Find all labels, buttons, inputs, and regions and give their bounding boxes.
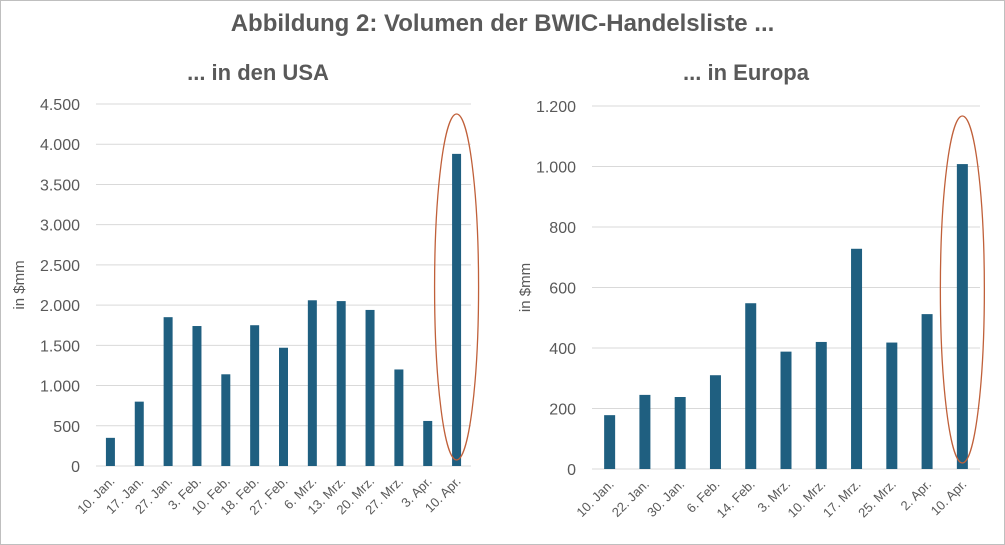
- usa-bar: [105, 437, 115, 466]
- chart-europe: ... in Europa in $mm 0 200 400 600 800 1.000 1.2…: [517, 60, 986, 521]
- europe-y-axis-label: in $mm: [517, 263, 534, 312]
- usa-bar: [394, 369, 404, 466]
- europe-x-tick-label: 17. Mrz.: [820, 477, 864, 521]
- europe-bar: [956, 164, 968, 469]
- europe-y-tick-label: 1.200: [536, 99, 576, 116]
- europe-x-tick-label: 10. Mrz.: [785, 477, 829, 521]
- europe-x-tick-label: 10. Apr.: [928, 477, 970, 519]
- usa-y-tick-label: 3.000: [40, 218, 80, 235]
- europe-bar: [674, 397, 686, 469]
- figure-title: Abbildung 2: Volumen der BWIC-Handelslis…: [230, 10, 775, 37]
- usa-y-tick-label: 2.500: [40, 258, 80, 275]
- europe-bar: [851, 248, 863, 469]
- usa-y-tick-label: 4.000: [40, 137, 80, 154]
- usa-bar: [336, 301, 346, 466]
- usa-bar: [192, 326, 202, 466]
- chart-usa: ... in den USA in $mm 0 500 1.000 1.500 2.000 2…: [11, 60, 480, 518]
- usa-y-tick-label: 2.000: [40, 298, 80, 315]
- europe-bar: [921, 314, 933, 469]
- europe-bar: [604, 415, 616, 469]
- europe-highlight-ellipse: [939, 115, 986, 464]
- europe-bar: [709, 375, 721, 469]
- europe-x-tick-label: 10. Jan.: [573, 477, 616, 520]
- europe-y-tick-label: 800: [549, 220, 576, 237]
- europe-bar: [815, 341, 827, 469]
- europe-y-tick-label: 0: [567, 462, 576, 479]
- europe-y-tick-label: 1.000: [536, 160, 576, 177]
- europe-bar: [780, 351, 792, 469]
- europe-y-tick-label: 400: [549, 341, 576, 358]
- usa-bar: [221, 374, 231, 466]
- usa-bar: [423, 420, 433, 466]
- usa-y-tick-label: 3.500: [40, 177, 80, 194]
- usa-y-tick-label: 500: [53, 419, 80, 436]
- europe-chart-title: ... in Europa: [683, 60, 810, 85]
- europe-bar: [639, 394, 651, 469]
- usa-highlight-ellipse: [433, 113, 480, 461]
- europe-bar: [886, 342, 898, 469]
- usa-y-tick-label: 0: [71, 459, 80, 476]
- usa-chart-title: ... in den USA: [187, 60, 329, 85]
- europe-x-tick-label: 14. Feb.: [714, 477, 758, 521]
- europe-x-tick-label: 30. Jan.: [644, 477, 687, 520]
- europe-x-tick-label: 25. Mrz.: [855, 477, 899, 521]
- europe-y-tick-label: 200: [549, 402, 576, 419]
- usa-bar: [163, 317, 173, 466]
- usa-bar: [307, 300, 317, 466]
- europe-x-tick-label: 22. Jan.: [609, 477, 652, 520]
- usa-y-tick-label: 4.500: [40, 97, 80, 114]
- usa-y-axis-label: in $mm: [11, 260, 28, 309]
- usa-bar: [134, 401, 144, 466]
- usa-bar: [452, 153, 462, 466]
- usa-y-tick-label: 1.000: [40, 379, 80, 396]
- usa-bar: [250, 325, 260, 466]
- europe-y-tick-label: 600: [549, 281, 576, 298]
- usa-bar: [365, 309, 375, 466]
- usa-bar: [279, 347, 288, 466]
- europe-bar: [745, 303, 757, 469]
- usa-y-tick-label: 1.500: [40, 338, 80, 355]
